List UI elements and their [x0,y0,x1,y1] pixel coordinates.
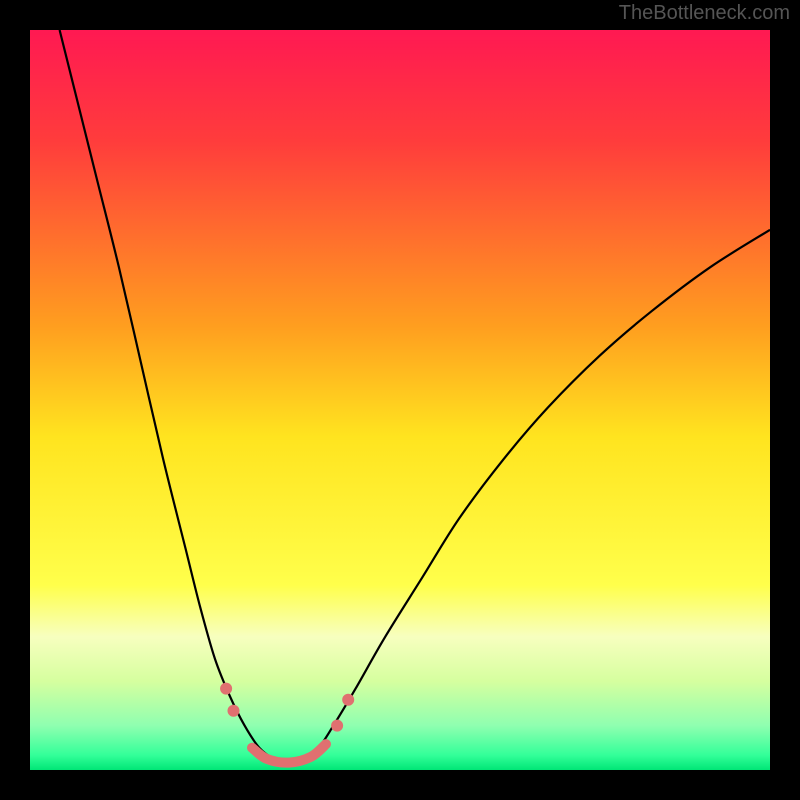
marker-dot [331,720,343,732]
plot-area [30,30,770,770]
marker-dot [220,683,232,695]
gradient-chart [30,30,770,770]
gradient-background [30,30,770,770]
watermark-text: TheBottleneck.com [619,2,790,25]
marker-dot [228,705,240,717]
marker-dot [342,694,354,706]
